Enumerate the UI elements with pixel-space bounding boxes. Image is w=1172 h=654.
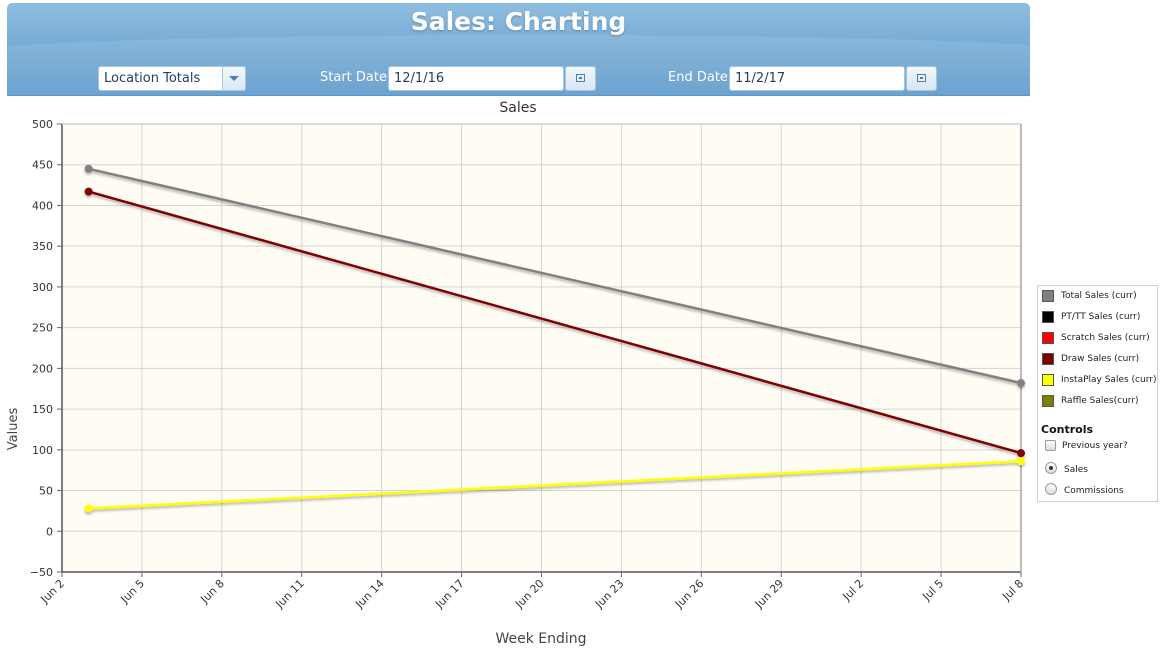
x-tick-label: Jun 2 [38, 577, 67, 606]
sales-radio-label: Sales [1064, 465, 1088, 475]
chevron-down-icon [229, 76, 239, 81]
chart-legend: Total Sales (curr) PT/TT Sales (curr) Sc… [1037, 285, 1158, 502]
start-date-label: Start Date [320, 70, 387, 85]
data-point [84, 187, 93, 196]
y-tick-label: 0 [46, 525, 53, 538]
x-tick-label: Jul 5 [919, 577, 946, 604]
chart-title: Sales [499, 100, 536, 116]
x-tick-label: Jun 29 [752, 577, 786, 611]
x-tick-label: Jun 26 [672, 577, 706, 611]
legend-label: Raffle Sales(curr) [1061, 396, 1139, 406]
calendar-icon [917, 74, 926, 82]
end-date-input[interactable] [729, 66, 905, 91]
legend-label: Scratch Sales (curr) [1061, 333, 1150, 343]
start-date-input[interactable] [388, 66, 564, 91]
legend-swatch [1042, 395, 1054, 407]
legend-swatch [1042, 353, 1054, 365]
x-tick-label: Jun 8 [197, 577, 226, 606]
checkbox-box[interactable] [1045, 440, 1056, 451]
header-bar: Sales: Charting Location Totals Start Da… [7, 3, 1030, 96]
legend-swatch [1042, 374, 1054, 386]
legend-label: Total Sales (curr) [1061, 291, 1137, 301]
end-date-calendar-button[interactable] [906, 66, 937, 91]
series-line [88, 190, 1022, 455]
calendar-icon [576, 74, 585, 82]
legend-label: PT/TT Sales (curr) [1061, 312, 1141, 322]
series-group [84, 164, 1025, 388]
x-tick-label: Jun 17 [432, 577, 466, 611]
series-lines [84, 164, 1025, 513]
y-tick-label: 350 [32, 240, 53, 253]
x-tick-label: Jun 5 [118, 577, 147, 606]
y-tick-label: −50 [30, 566, 53, 579]
y-tick-label: 150 [32, 403, 53, 416]
x-tick-label: Jun 23 [592, 577, 626, 611]
y-tick-label: 100 [32, 444, 53, 457]
y-tick-label: 400 [32, 199, 53, 212]
legend-label: Draw Sales (curr) [1061, 354, 1140, 364]
series-group [84, 187, 1025, 458]
y-tick-label: 50 [39, 485, 53, 498]
x-tick-label: Jun 14 [352, 577, 386, 611]
series-group [84, 457, 1025, 513]
data-point [1017, 379, 1025, 388]
y-tick-label: 250 [32, 322, 53, 335]
legend-swatch [1042, 290, 1054, 302]
end-date-label: End Date [668, 70, 728, 85]
x-axis-label: Week Ending [495, 631, 586, 647]
x-tick-label: Jul 8 [999, 577, 1026, 604]
legend-label: InstaPlay Sales (curr) [1061, 375, 1157, 385]
y-tick-label: 300 [32, 281, 53, 294]
x-tick-label: Jun 20 [512, 577, 546, 611]
radio-unselected-icon[interactable] [1045, 483, 1057, 495]
sales-chart: Sales 500450400350300250200150100500−50 … [6, 100, 1026, 647]
location-select-value: Location Totals [104, 71, 201, 86]
legend-swatch [1042, 332, 1054, 344]
series-line [88, 459, 1022, 510]
page-title: Sales: Charting [410, 7, 627, 36]
x-tick-label: Jul 2 [840, 577, 867, 604]
data-point [84, 164, 93, 173]
radio-selected-icon[interactable] [1045, 462, 1057, 474]
y-tick-label: 450 [32, 159, 53, 172]
y-tick-label: 500 [32, 118, 53, 131]
commissions-radio-label: Commissions [1064, 486, 1124, 496]
data-point [1017, 449, 1025, 458]
data-point [1017, 457, 1025, 466]
series-line [88, 167, 1022, 385]
location-select[interactable]: Location Totals [98, 66, 246, 91]
previous-year-label: Previous year? [1062, 441, 1128, 451]
location-dropdown-button[interactable] [222, 67, 245, 90]
x-axis-ticks: Jun 2 Jun 5 Jun 8 Jun 11 Jun 14 Jun 17 Jun 20 J… [38, 572, 1026, 611]
controls-heading: Controls [1041, 423, 1094, 436]
start-date-calendar-button[interactable] [565, 66, 596, 91]
data-point [84, 504, 93, 513]
legend-swatch [1042, 311, 1054, 323]
x-tick-label: Jun 11 [272, 577, 306, 611]
y-axis-label: Values [6, 408, 21, 451]
y-tick-label: 200 [32, 362, 53, 375]
